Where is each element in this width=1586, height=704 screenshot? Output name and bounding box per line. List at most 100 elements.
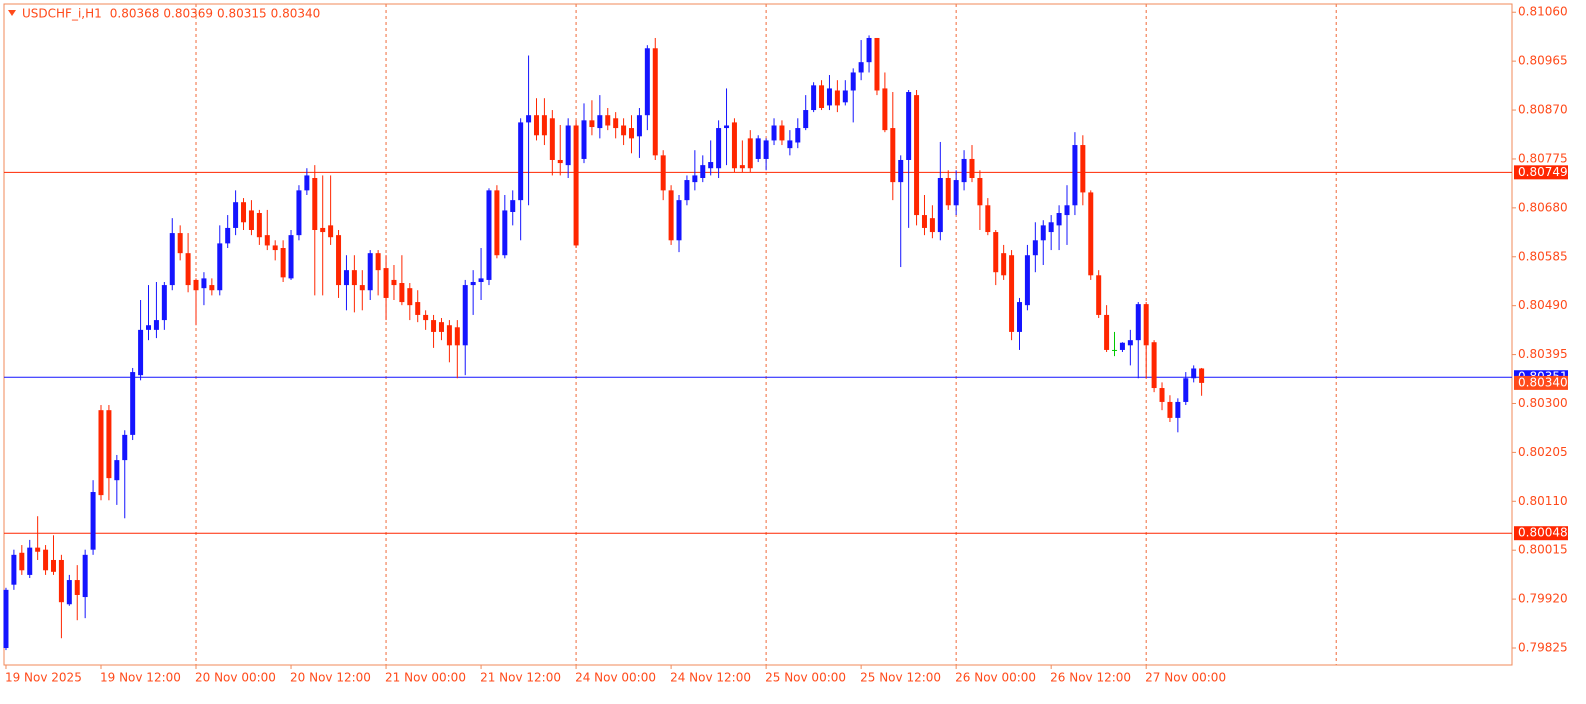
x-tick-label: 27 Nov 00:00: [1145, 671, 1226, 685]
candle-body: [3, 589, 9, 649]
candle-body: [1064, 205, 1070, 216]
candle-body: [43, 549, 49, 571]
x-tick-label: 21 Nov 12:00: [480, 671, 561, 685]
candle-body: [161, 285, 167, 321]
candle-body: [961, 158, 967, 183]
candle-body: [1032, 240, 1038, 256]
candle-body: [486, 190, 492, 280]
candle-body: [454, 327, 460, 346]
candle-body: [494, 190, 500, 256]
info-value: 0.80315: [217, 7, 267, 21]
candle-body: [763, 140, 769, 159]
symbol: USDCHF_i,H1: [22, 7, 102, 21]
x-tick-label: 24 Nov 00:00: [575, 671, 656, 685]
candle-body: [27, 547, 33, 575]
candle-body: [351, 270, 357, 286]
candle-body: [1009, 255, 1015, 332]
candle-body: [716, 128, 722, 169]
candle-body: [652, 48, 658, 156]
candle-body: [739, 165, 745, 169]
candle-body: [993, 232, 999, 273]
candle-body: [248, 210, 254, 230]
x-tick-label: 21 Nov 00:00: [385, 671, 466, 685]
candle-body: [771, 125, 777, 141]
candle-body: [66, 580, 72, 605]
candle-body: [177, 233, 183, 254]
candle-body: [1001, 253, 1007, 276]
candle-body: [826, 88, 832, 106]
candle-body: [1096, 275, 1102, 315]
line-price-label-box: [1514, 526, 1568, 541]
candle-body: [11, 554, 17, 585]
candle-body: [58, 559, 64, 603]
y-tick-label: 0.79825: [1518, 641, 1568, 655]
candle-body: [280, 248, 286, 278]
candle-body: [415, 302, 421, 315]
candle-body: [731, 122, 737, 169]
candle-body: [708, 162, 714, 169]
symbol-marker[interactable]: [8, 10, 16, 16]
y-tick-label: 0.81060: [1518, 5, 1568, 19]
candle-body: [233, 202, 239, 228]
candle-body: [130, 372, 136, 435]
y-tick-label: 0.80300: [1518, 396, 1568, 410]
candle-body: [589, 120, 595, 128]
candle-body: [795, 128, 801, 143]
candle-body: [1159, 388, 1165, 402]
candle-body: [423, 314, 429, 321]
candle-body: [1024, 255, 1030, 306]
candle-body: [336, 235, 342, 286]
candle-body: [209, 285, 215, 291]
candle-body: [882, 88, 888, 131]
candle-body: [438, 322, 444, 332]
info-value: 0.80340: [271, 7, 321, 21]
candle-body: [90, 492, 96, 550]
candle-body: [985, 205, 991, 233]
candle-body: [98, 410, 104, 496]
info-value: 0.80369: [163, 7, 213, 21]
candle-body: [834, 90, 840, 106]
candle-body: [407, 288, 413, 306]
candle-body: [1104, 314, 1110, 350]
candle-body: [185, 253, 191, 286]
candle-body: [779, 125, 785, 141]
candle-body: [1048, 222, 1054, 233]
candle-body: [629, 128, 635, 139]
candle-body: [724, 125, 730, 129]
candle-body: [82, 554, 88, 598]
candle-body: [217, 243, 223, 291]
candle-body: [969, 158, 975, 179]
candle-body: [272, 245, 278, 251]
y-tick-label: 0.80205: [1518, 445, 1568, 459]
candle-body: [819, 85, 825, 108]
x-tick-label: 20 Nov 00:00: [195, 671, 276, 685]
candle-body: [502, 210, 508, 256]
y-tick-label: 0.80585: [1518, 249, 1568, 263]
candle-body: [470, 281, 476, 286]
candle-body: [1056, 213, 1062, 226]
y-tick-label: 0.80490: [1518, 298, 1568, 312]
candle-body: [391, 279, 397, 286]
candle-body: [35, 547, 41, 552]
x-tick-label: 25 Nov 00:00: [765, 671, 846, 685]
candle-body: [1175, 401, 1181, 418]
candle-body: [929, 218, 935, 233]
candle-body: [201, 278, 207, 289]
candle-body: [343, 270, 349, 286]
candle-body: [1127, 340, 1133, 346]
candle-body: [787, 140, 793, 149]
candle-body: [1191, 368, 1197, 379]
candle-body: [1040, 225, 1046, 241]
info-value: 0.80368: [110, 7, 160, 21]
candle-body: [383, 268, 389, 298]
candle-body: [613, 118, 619, 129]
candle-body: [700, 165, 706, 179]
y-tick-label: 0.80965: [1518, 54, 1568, 68]
candle-body: [747, 138, 753, 169]
candle-body: [668, 190, 674, 241]
candle-body: [193, 279, 199, 291]
y-tick-label: 0.79920: [1518, 592, 1568, 606]
candle-body: [518, 122, 524, 201]
